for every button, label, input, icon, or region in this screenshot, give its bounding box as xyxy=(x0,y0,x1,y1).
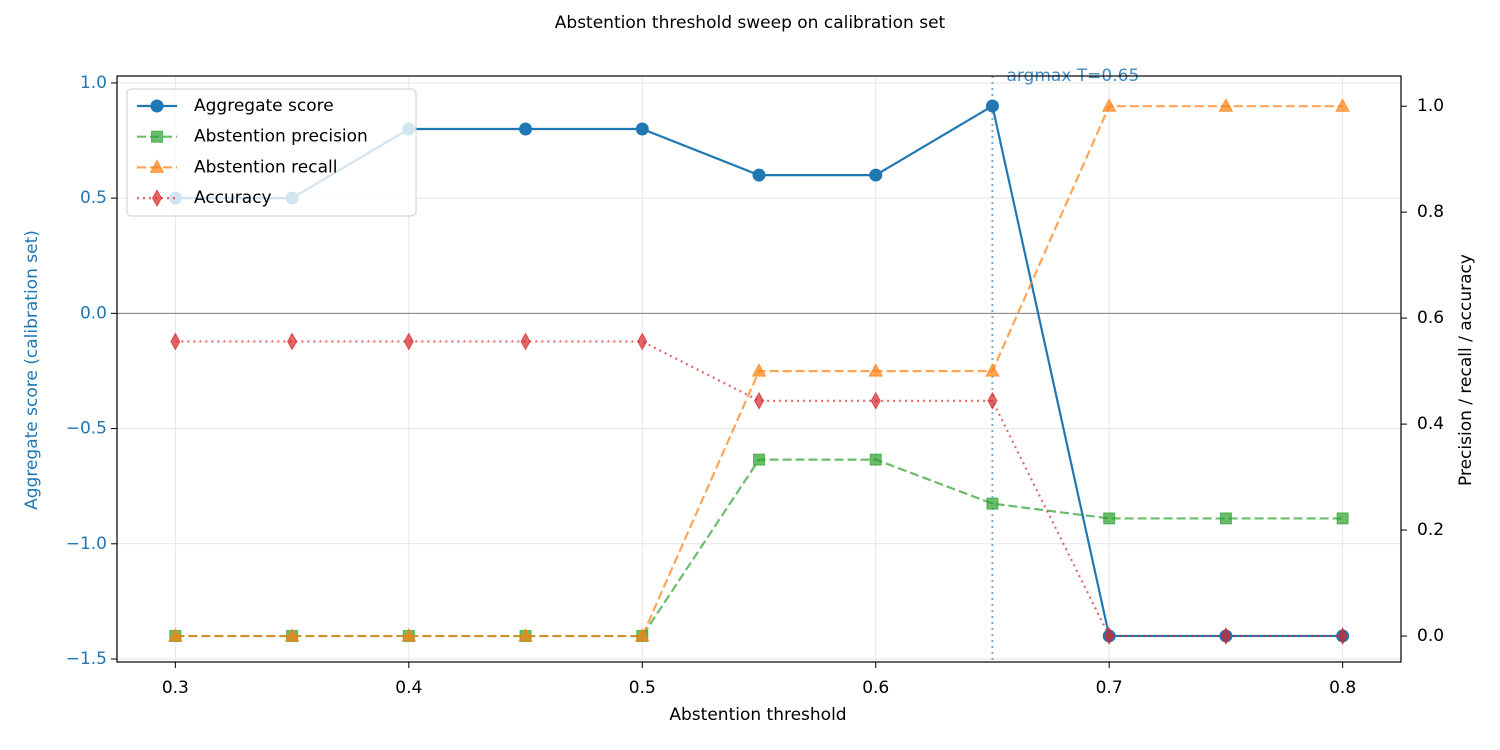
series-line xyxy=(175,340,1343,638)
y-tick-label: −0.5 xyxy=(66,419,107,439)
y-tick-label: −1.0 xyxy=(66,534,107,554)
y2-axis-label: Precision / recall / accuracy xyxy=(1456,254,1476,486)
marker xyxy=(1103,512,1116,525)
y2-tick-label: 0.4 xyxy=(1417,414,1444,434)
marker xyxy=(868,363,884,377)
marker xyxy=(986,497,999,510)
marker xyxy=(284,627,300,642)
marker xyxy=(1104,627,1115,646)
legend-marker xyxy=(151,130,163,143)
x-tick-label: 0.7 xyxy=(1096,678,1123,698)
x-axis-label: Abstention threshold xyxy=(669,705,846,725)
y2-tick-label: 0.2 xyxy=(1417,520,1444,540)
marker xyxy=(519,122,533,136)
legend-label: Aggregate score xyxy=(194,96,334,116)
marker xyxy=(753,453,765,466)
marker xyxy=(752,168,766,182)
legend-marker xyxy=(150,99,164,113)
marker xyxy=(1336,512,1349,525)
marker xyxy=(1335,98,1350,112)
legend-label: Abstention precision xyxy=(194,127,368,147)
x-tick-label: 0.3 xyxy=(162,678,189,698)
x-tick-label: 0.6 xyxy=(862,678,889,698)
marker xyxy=(1101,98,1117,112)
y2-tick-label: 1.0 xyxy=(1417,96,1444,116)
marker xyxy=(753,391,765,410)
marker xyxy=(1220,627,1231,646)
marker xyxy=(869,453,882,466)
marker xyxy=(635,122,649,136)
y-tick-label: 0.0 xyxy=(80,303,107,323)
y-axis-label: Aggregate score (calibration set) xyxy=(22,230,42,510)
y2-tick-label: 0.6 xyxy=(1417,308,1444,328)
legend-label: Abstention recall xyxy=(194,157,337,177)
y-tick-label: 1.0 xyxy=(80,73,107,93)
y-tick-label: 0.5 xyxy=(80,188,107,208)
marker xyxy=(870,391,881,410)
marker xyxy=(751,363,767,377)
marker xyxy=(1337,627,1348,646)
marker xyxy=(869,168,883,182)
legend: Aggregate score Abstention precision Abste… xyxy=(126,88,417,217)
legend-marker xyxy=(151,189,163,208)
legend-label: Accuracy xyxy=(194,188,272,208)
y2-tick-label: 0.8 xyxy=(1417,202,1444,222)
marker xyxy=(985,99,999,113)
marker xyxy=(637,332,648,351)
marker xyxy=(634,627,650,642)
plot-frame xyxy=(116,75,1402,663)
y-tick-label: −1.5 xyxy=(66,649,107,669)
y2-tick-label: 0.0 xyxy=(1417,626,1444,646)
marker xyxy=(520,332,531,351)
marker xyxy=(401,627,417,642)
x-tick-label: 0.5 xyxy=(629,678,656,698)
marker xyxy=(287,332,298,351)
marker xyxy=(170,332,181,351)
x-tick-label: 0.4 xyxy=(395,678,422,698)
marker xyxy=(403,332,414,351)
marker xyxy=(987,391,998,410)
series-line xyxy=(175,458,1343,638)
marker xyxy=(168,627,183,642)
legend-marker xyxy=(149,159,165,173)
x-tick-label: 0.8 xyxy=(1329,678,1356,698)
marker xyxy=(1219,512,1232,525)
marker xyxy=(518,627,533,642)
chart-title: Abstention threshold sweep on calibratio… xyxy=(555,13,946,33)
marker xyxy=(985,363,1000,377)
marker xyxy=(1218,98,1234,112)
legend-box xyxy=(126,88,417,217)
